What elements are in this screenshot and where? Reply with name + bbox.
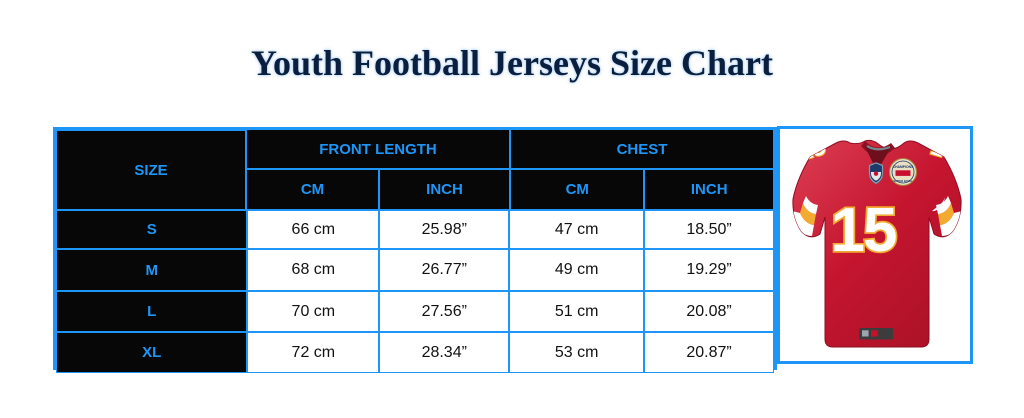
svg-text:CHAMPIONS: CHAMPIONS — [893, 165, 914, 169]
svg-text:SUPER BOWL: SUPER BOWL — [894, 179, 913, 183]
svg-text:15: 15 — [831, 196, 896, 265]
